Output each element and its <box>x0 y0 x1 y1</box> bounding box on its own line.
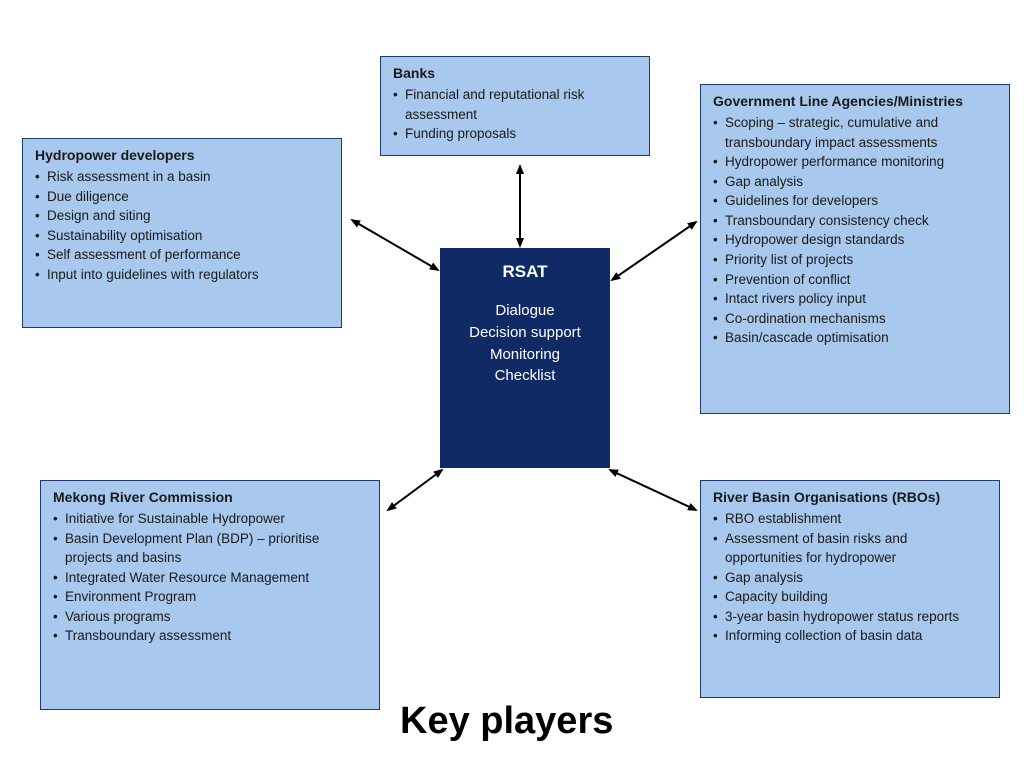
box-item: Self assessment of performance <box>35 245 329 265</box>
box-item: Due diligence <box>35 187 329 207</box>
box-item: Environment Program <box>53 587 367 607</box>
box-item: Transboundary assessment <box>53 626 367 646</box>
box-item: Initiative for Sustainable Hydropower <box>53 509 367 529</box>
box-item: 3-year basin hydropower status reports <box>713 607 987 627</box>
diagram-caption: Key players <box>400 700 613 743</box>
box-item: Hydropower performance monitoring <box>713 152 997 172</box>
box-list: Risk assessment in a basinDue diligenceD… <box>35 167 329 284</box>
box-item: Funding proposals <box>393 124 637 144</box>
box-item: Basin Development Plan (BDP) – prioritis… <box>53 529 367 568</box>
box-item: Guidelines for developers <box>713 191 997 211</box>
box-list: Financial and reputational risk assessme… <box>393 85 637 144</box>
box-item: Scoping – strategic, cumulative and tran… <box>713 113 997 152</box>
connector-arrow <box>352 220 438 270</box>
box-list: Scoping – strategic, cumulative and tran… <box>713 113 997 348</box>
box-list: Initiative for Sustainable HydropowerBas… <box>53 509 367 646</box>
box-item: Intact rivers policy input <box>713 289 997 309</box>
box-item: Informing collection of basin data <box>713 626 987 646</box>
box-title: Hydropower developers <box>35 147 329 163</box>
box-title: Government Line Agencies/Ministries <box>713 93 997 109</box>
box-item: Co-ordination mechanisms <box>713 309 997 329</box>
box-item: Design and siting <box>35 206 329 226</box>
box-title: Mekong River Commission <box>53 489 367 505</box>
box-item: Gap analysis <box>713 172 997 192</box>
box-list: RBO establishmentAssessment of basin ris… <box>713 509 987 646</box>
box-item: Risk assessment in a basin <box>35 167 329 187</box>
box-item: Prevention of conflict <box>713 270 997 290</box>
connector-arrow <box>610 470 696 510</box>
center-line: Decision support <box>440 322 610 344</box>
box-rbos: River Basin Organisations (RBOs) RBO esta… <box>700 480 1000 698</box>
box-item: Hydropower design standards <box>713 230 997 250</box>
center-rsat-box: RSAT DialogueDecision supportMonitoringC… <box>440 248 610 468</box>
box-item: Sustainability optimisation <box>35 226 329 246</box>
box-item: Transboundary consistency check <box>713 211 997 231</box>
box-item: Priority list of projects <box>713 250 997 270</box>
box-item: Integrated Water Resource Management <box>53 568 367 588</box>
box-item: Various programs <box>53 607 367 627</box>
box-banks: Banks Financial and reputational risk ass… <box>380 56 650 156</box>
box-title: Banks <box>393 65 637 81</box>
box-item: Capacity building <box>713 587 987 607</box>
box-hydropower-developers: Hydropower developers Risk assessment in … <box>22 138 342 328</box>
center-line: Checklist <box>440 365 610 387</box>
box-gov-line-agencies: Government Line Agencies/Ministries Scopi… <box>700 84 1010 414</box>
center-line: Dialogue <box>440 300 610 322</box>
box-item: Basin/cascade optimisation <box>713 328 997 348</box>
box-item: Input into guidelines with regulators <box>35 265 329 285</box>
box-title: River Basin Organisations (RBOs) <box>713 489 987 505</box>
box-item: RBO establishment <box>713 509 987 529</box>
box-item: Gap analysis <box>713 568 987 588</box>
box-mekong-river-commission: Mekong River Commission Initiative for Su… <box>40 480 380 710</box>
connector-arrow <box>612 222 696 280</box>
center-line: Monitoring <box>440 344 610 366</box>
connector-arrow <box>388 470 442 510</box>
center-title: RSAT <box>440 262 610 282</box>
box-item: Assessment of basin risks and opportunit… <box>713 529 987 568</box>
box-item: Financial and reputational risk assessme… <box>393 85 637 124</box>
